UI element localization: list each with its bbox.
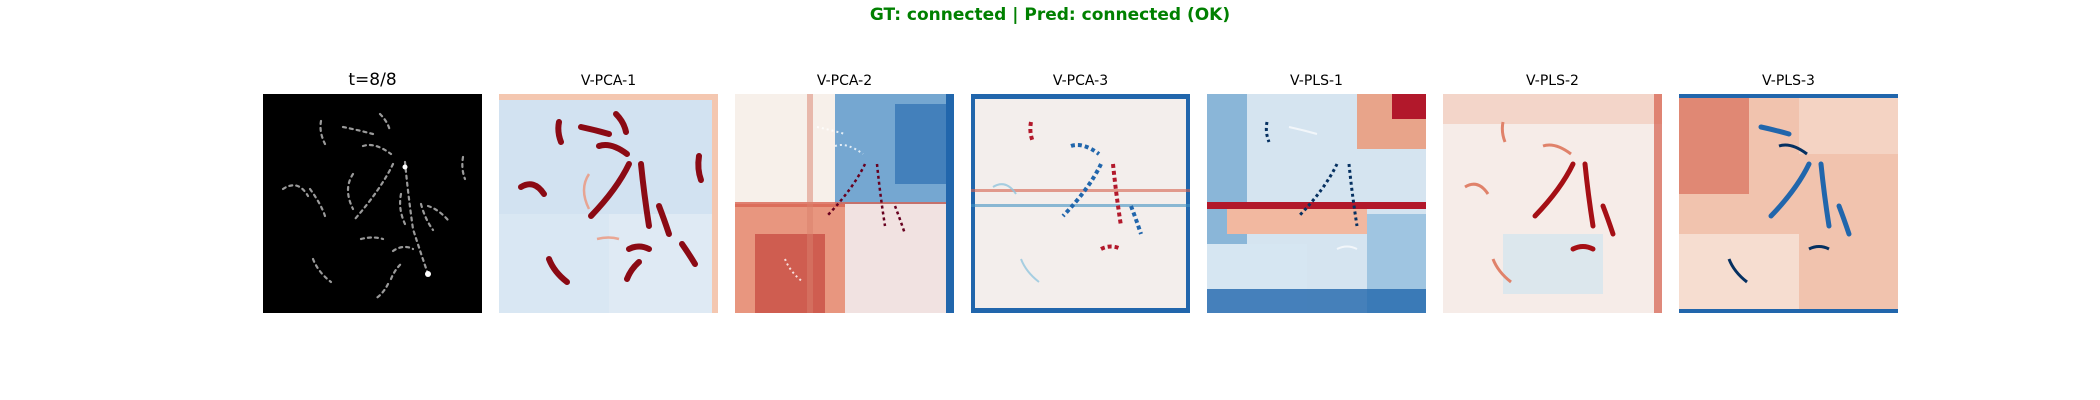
panel-title-vpls-3: V-PLS-3 (1762, 73, 1815, 89)
panel-title-vpls-1: V-PLS-1 (1290, 73, 1343, 89)
vpca-3-heatmap (971, 94, 1190, 313)
figure-suptitle: GT: connected | Pred: connected (OK) (869, 5, 1231, 25)
panel-title-vpca-2: V-PCA-2 (816, 73, 873, 89)
vpls-1-heatmap (1207, 94, 1426, 313)
vpca-2-heatmap (735, 94, 954, 313)
input-frame-image (263, 94, 482, 313)
vpca-1-heatmap (499, 94, 718, 313)
vpls-2-heatmap (1443, 94, 1662, 313)
panel-title-input: t=8/8 (348, 70, 397, 90)
vpls-3-heatmap (1679, 94, 1898, 313)
panel-title-vpls-2: V-PLS-2 (1526, 73, 1579, 89)
panel-title-vpca-3: V-PCA-3 (1052, 73, 1109, 89)
panel-title-vpca-1: V-PCA-1 (580, 73, 637, 89)
